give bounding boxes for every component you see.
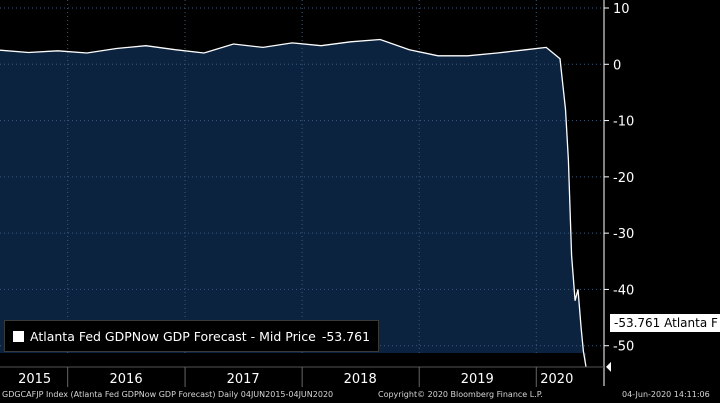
x-tick-label-4: 2019 — [461, 372, 494, 387]
x-tick-label-3: 2018 — [344, 372, 377, 387]
y-tick-label-1: 0 — [613, 58, 621, 73]
x-tick-label-2: 2017 — [227, 372, 260, 387]
y-tick-label-4: -30 — [613, 227, 634, 242]
legend-value: -53.761 — [321, 328, 371, 344]
series-area — [0, 39, 586, 367]
y-tick-label-6: -50 — [613, 340, 634, 355]
x-tick-label-5: 2020 — [540, 372, 573, 387]
y-tick-label-3: -20 — [613, 171, 634, 186]
legend-label: Atlanta Fed GDPNow GDP Forecast - Mid Pr… — [30, 328, 316, 344]
legend-swatch — [13, 330, 24, 342]
y-tick-label-2: -10 — [613, 115, 634, 130]
last-value-label: -53.761 Atlanta F — [610, 314, 720, 332]
footer: GDGCAFJP Index (Atlanta Fed GDPNow GDP F… — [0, 387, 720, 403]
x-tick-label-1: 2016 — [110, 372, 143, 387]
footer-left: GDGCAFJP Index (Atlanta Fed GDPNow GDP F… — [2, 390, 334, 399]
y-tick-label-0: 10 — [613, 2, 630, 17]
last-value-pointer — [606, 361, 611, 372]
footer-copyright: Copyright© 2020 Bloomberg Finance L.P. — [378, 390, 543, 399]
x-tick-label-0: 2015 — [18, 372, 51, 387]
footer-timestamp: 04-Jun-2020 14:11:06 — [622, 390, 710, 399]
series-line — [0, 38, 587, 368]
legend: Atlanta Fed GDPNow GDP Forecast - Mid Pr… — [4, 320, 380, 352]
chart: 10 0 -10 -20 -30 -40 -50 2015 2016 2017 2018 2019 20… — [0, 0, 634, 387]
y-tick-label-5: -40 — [613, 283, 634, 298]
